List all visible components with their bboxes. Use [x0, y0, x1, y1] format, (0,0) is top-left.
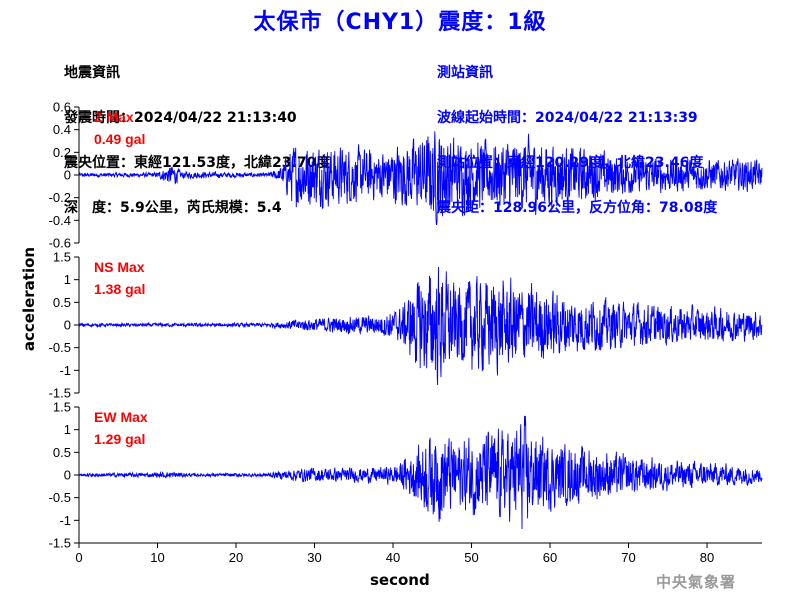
max-label-ns: NS Max — [94, 259, 145, 275]
waveform-trace-z — [78, 131, 763, 226]
y-tick-label-ns: 1 — [64, 272, 71, 287]
y-tick-label-z: -0.2 — [49, 190, 71, 205]
x-tick-label: 80 — [700, 550, 714, 565]
y-tick-label-z: 0 — [64, 168, 71, 183]
quake-origin-time: 發震時間：2024/04/22 21:13:40 — [64, 110, 297, 126]
agency-watermark: 中央氣象署 — [656, 573, 737, 591]
y-tick-label-ns: -1 — [59, 363, 71, 378]
epicentral-distance: 震央距：128.96公里，反方位角：78.08度 — [437, 200, 718, 216]
y-tick-label-z: 0.4 — [53, 122, 71, 137]
y-tick-label-ns: 0 — [64, 318, 71, 333]
max-value-ns: 1.38 gal — [94, 281, 145, 297]
x-tick-label: 60 — [543, 550, 557, 565]
y-tick-label-z: 0.6 — [53, 100, 71, 115]
waveform-trace-ew — [78, 415, 763, 530]
x-tick-label: 20 — [229, 550, 243, 565]
y-tick-label-ew: 1.5 — [53, 400, 71, 415]
y-axis-label: acceleration — [20, 246, 38, 352]
y-tick-label-ew: 0 — [64, 468, 71, 483]
max-label-z: Z Max — [94, 109, 134, 125]
y-tick-label-ew: 0.5 — [53, 445, 71, 460]
y-tick-label-ew: -0.5 — [49, 490, 71, 505]
y-tick-label-ew: -1 — [59, 513, 71, 528]
station-info-heading: 測站資訊 — [437, 65, 493, 81]
max-value-ew: 1.29 gal — [94, 431, 145, 447]
x-tick-label: 40 — [386, 550, 400, 565]
max-label-ew: EW Max — [94, 409, 148, 425]
y-tick-label-ns: 0.5 — [53, 295, 71, 310]
x-tick-label: 70 — [621, 550, 635, 565]
y-tick-label-ew: 1 — [64, 422, 71, 437]
y-tick-label-z: -0.6 — [49, 236, 71, 251]
y-tick-label-ns: 1.5 — [53, 250, 71, 265]
waveform-trace-ns — [78, 266, 763, 386]
y-tick-label-ew: -1.5 — [49, 536, 71, 551]
quake-epicenter: 震央位置：東經121.53度，北緯23.70度 — [64, 155, 331, 171]
x-axis-label: second — [370, 571, 430, 589]
x-tick-label: 50 — [464, 550, 478, 565]
x-tick-label: 10 — [150, 550, 164, 565]
y-tick-label-z: 0.2 — [53, 145, 71, 160]
x-tick-label: 30 — [307, 550, 321, 565]
y-tick-label-ns: -1.5 — [49, 386, 71, 401]
waveform-start-time: 波線起始時間：2024/04/22 21:13:39 — [437, 110, 698, 126]
x-tick-label: 0 — [75, 550, 82, 565]
quake-info: 地震資訊 發震時間：2024/04/22 21:13:40 震央位置：東經121… — [64, 36, 330, 231]
quake-depth-magnitude: 深 度：5.9公里，芮氏規模：5.4 — [64, 200, 282, 216]
quake-info-heading: 地震資訊 — [64, 65, 120, 81]
chart-title: 太保市（CHY1）震度：1級 — [253, 10, 547, 35]
max-value-z: 0.49 gal — [94, 131, 145, 147]
y-tick-label-z: -0.4 — [49, 213, 71, 228]
y-tick-label-ns: -0.5 — [49, 340, 71, 355]
